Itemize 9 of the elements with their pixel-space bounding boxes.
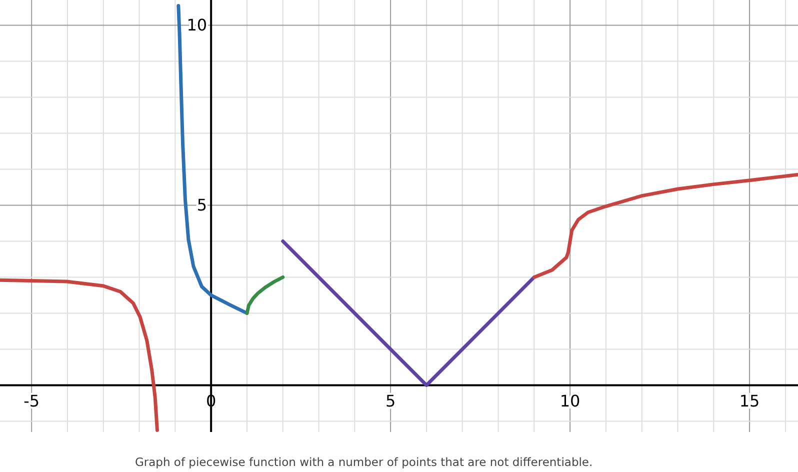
- x-tick-label: -5: [24, 392, 40, 411]
- line-series: [245, 275, 285, 315]
- line-series: [176, 4, 249, 315]
- line-series: [0, 278, 159, 432]
- text: Graph of piecewise function with a number of points that are not differentiable.: [135, 455, 593, 469]
- line-series: [532, 172, 798, 279]
- x-tick-label: 5: [385, 392, 396, 411]
- x-tick-label: 15: [739, 392, 760, 411]
- x-tick-label: 10: [560, 392, 580, 411]
